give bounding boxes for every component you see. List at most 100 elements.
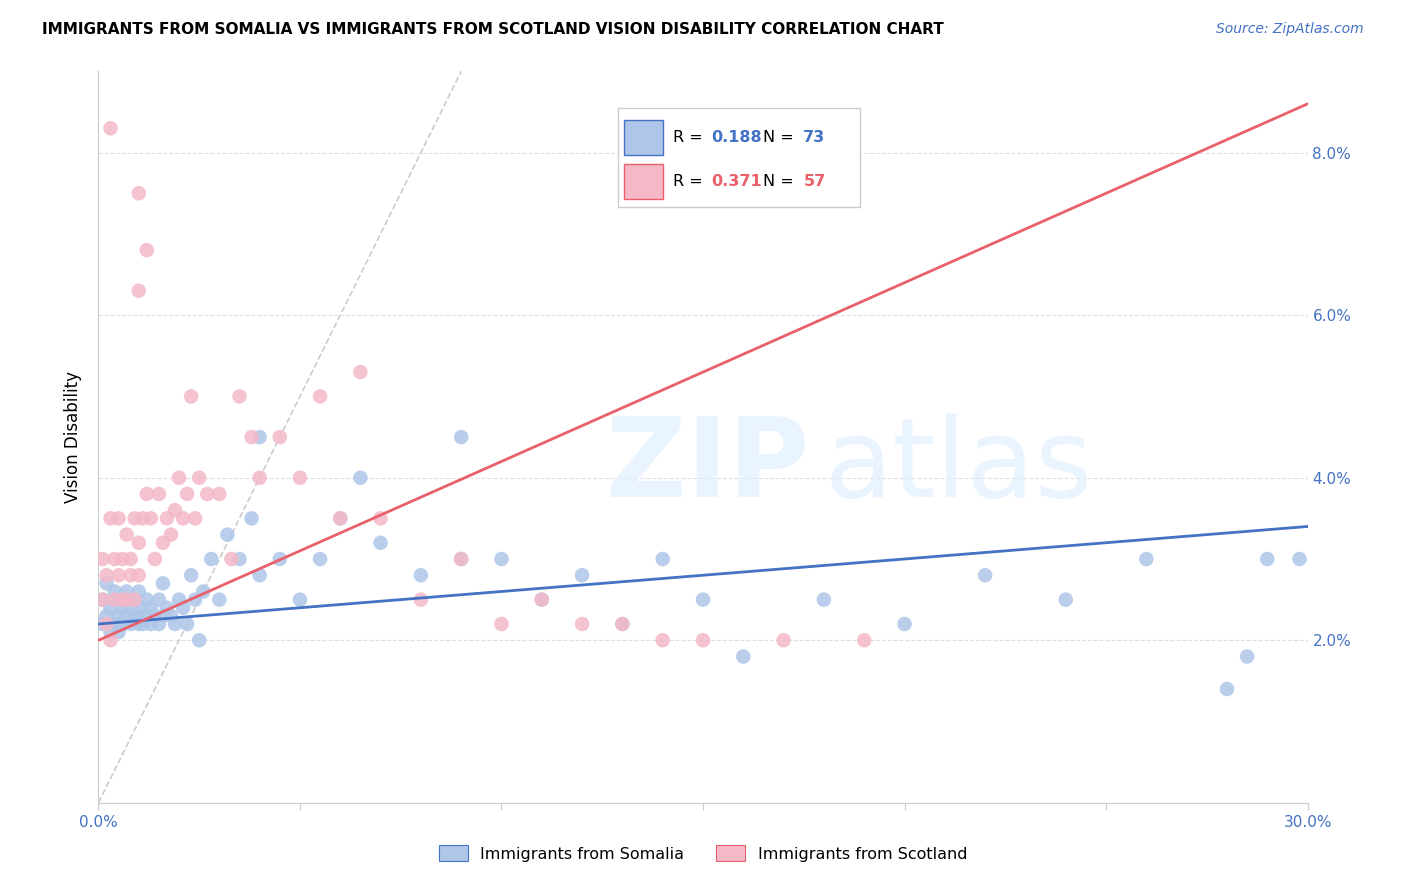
Point (195, 487, 218, 501)
Point (813, 592, 835, 607)
Text: 0.371: 0.371 (711, 174, 762, 189)
Point (228, 389, 250, 403)
Point (349, 471, 371, 485)
Point (329, 511, 352, 525)
Point (163, 617, 186, 632)
Point (309, 389, 332, 403)
Point (1288, 552, 1310, 566)
Point (100, 511, 122, 525)
Text: 57: 57 (803, 174, 825, 189)
Point (172, 511, 194, 525)
Point (120, 600, 142, 615)
Point (651, 552, 673, 566)
Point (1135, 552, 1157, 566)
Point (107, 625, 129, 640)
Point (228, 552, 250, 566)
Point (120, 568, 142, 582)
Point (450, 552, 472, 566)
Point (208, 592, 231, 607)
Point (692, 592, 714, 607)
Point (120, 552, 142, 566)
Point (163, 503, 186, 517)
Point (180, 389, 202, 403)
Point (450, 430, 472, 444)
Point (1236, 649, 1258, 664)
Point (853, 633, 876, 648)
Point (893, 617, 915, 632)
Point (111, 617, 134, 632)
Point (1216, 681, 1239, 696)
Point (124, 511, 146, 525)
Point (612, 617, 634, 632)
Point (450, 552, 472, 566)
Point (103, 552, 125, 566)
Point (139, 600, 162, 615)
Point (91, 592, 114, 607)
Point (188, 633, 211, 648)
Point (329, 511, 352, 525)
Point (135, 243, 157, 257)
Text: ZIP: ZIP (606, 413, 810, 520)
Point (193, 584, 215, 599)
Point (124, 608, 146, 623)
Point (491, 617, 513, 632)
Point (240, 430, 263, 444)
Point (128, 584, 150, 599)
Text: R =: R = (672, 130, 707, 145)
Point (288, 471, 311, 485)
Point (571, 568, 593, 582)
Point (269, 430, 291, 444)
FancyBboxPatch shape (619, 108, 860, 207)
Text: N =: N = (763, 174, 800, 189)
Point (240, 511, 263, 525)
Point (692, 633, 714, 648)
Point (733, 649, 755, 664)
Point (160, 608, 183, 623)
Point (184, 592, 207, 607)
Point (107, 568, 129, 582)
Point (107, 608, 129, 623)
Point (974, 568, 997, 582)
Legend: Immigrants from Somalia, Immigrants from Scotland: Immigrants from Somalia, Immigrants from… (433, 839, 973, 868)
Point (152, 608, 174, 623)
Point (128, 535, 150, 549)
Point (370, 511, 392, 525)
Text: Source: ZipAtlas.com: Source: ZipAtlas.com (1216, 22, 1364, 37)
Point (176, 617, 198, 632)
Text: R =: R = (672, 174, 707, 189)
Point (148, 487, 170, 501)
Point (143, 608, 166, 623)
FancyBboxPatch shape (624, 164, 664, 200)
Point (530, 592, 553, 607)
Point (1256, 552, 1278, 566)
Point (269, 552, 291, 566)
Text: 73: 73 (803, 130, 825, 145)
Point (132, 600, 155, 615)
Point (651, 633, 673, 648)
Point (115, 527, 138, 541)
Point (221, 552, 243, 566)
Point (107, 511, 129, 525)
Text: N =: N = (763, 130, 800, 145)
Point (128, 568, 150, 582)
Point (115, 592, 138, 607)
Point (128, 186, 150, 201)
Point (309, 552, 332, 566)
Point (530, 592, 553, 607)
Point (111, 592, 134, 607)
Point (409, 592, 432, 607)
Point (100, 633, 122, 648)
Point (135, 592, 157, 607)
Point (128, 608, 150, 623)
Point (115, 608, 138, 623)
Point (139, 511, 162, 525)
Point (571, 617, 593, 632)
Point (184, 511, 207, 525)
Point (91, 617, 114, 632)
Point (103, 592, 125, 607)
Point (100, 121, 122, 136)
Point (111, 600, 134, 615)
Point (135, 487, 157, 501)
Point (491, 552, 513, 566)
Point (128, 284, 150, 298)
